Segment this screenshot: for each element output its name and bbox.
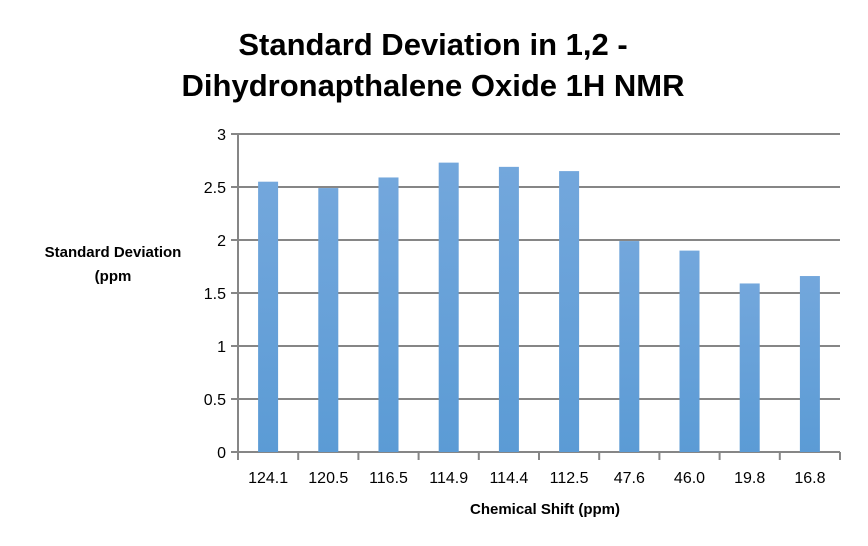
chart-title-line-2: Dihydronapthalene Oxide 1H NMR	[182, 68, 685, 103]
x-tick-label: 114.9	[429, 470, 468, 487]
bar-47.6	[619, 241, 640, 452]
bar-116.5	[378, 177, 399, 452]
bar-46.0	[679, 250, 700, 452]
x-tick-label: 46.0	[674, 470, 705, 487]
x-tick-label: 19.8	[734, 470, 765, 487]
bar-124.1	[258, 181, 279, 452]
x-axis-label: Chemical Shift (ppm)	[470, 501, 620, 518]
bar-16.8	[799, 276, 820, 452]
x-tick-label: 114.4	[489, 470, 528, 487]
y-tick-label: 0	[217, 445, 226, 462]
bar-112.5	[559, 171, 580, 452]
y-axis-label-line-2: (ppm	[95, 268, 132, 285]
bar-114.4	[498, 166, 519, 453]
y-tick-label: 1.5	[204, 286, 226, 303]
y-tick-label: 2.5	[204, 180, 226, 197]
y-tick-label: 3	[217, 127, 226, 144]
y-tick-label: 2	[217, 233, 226, 250]
bar-114.9	[438, 162, 459, 452]
x-tick-label: 124.1	[248, 470, 288, 487]
x-tick-label: 120.5	[308, 470, 348, 487]
y-tick-label: 1	[217, 339, 226, 356]
bar-19.8	[739, 283, 760, 452]
chart-title-line-1: Standard Deviation in 1,2 -	[238, 27, 627, 62]
y-tick-label: 0.5	[204, 392, 226, 409]
x-tick-label: 47.6	[614, 470, 645, 487]
x-tick-label: 112.5	[550, 470, 589, 487]
y-axis-label-line-1: Standard Deviation	[45, 244, 182, 261]
x-tick-label: 116.5	[369, 470, 408, 487]
bar-120.5	[318, 188, 339, 452]
x-tick-label: 16.8	[794, 470, 825, 487]
